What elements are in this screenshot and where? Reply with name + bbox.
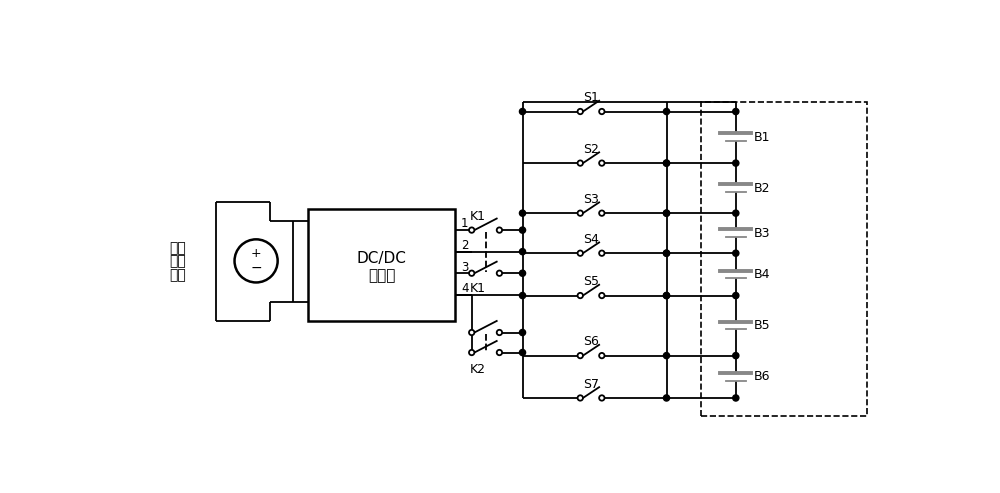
Circle shape xyxy=(733,395,739,401)
Circle shape xyxy=(497,227,502,233)
Circle shape xyxy=(519,210,526,216)
Circle shape xyxy=(497,271,502,276)
Text: 4: 4 xyxy=(461,282,468,295)
Text: S2: S2 xyxy=(583,143,599,156)
Circle shape xyxy=(663,160,670,166)
Circle shape xyxy=(599,395,605,401)
Text: B6: B6 xyxy=(754,370,770,383)
Circle shape xyxy=(599,250,605,256)
Circle shape xyxy=(519,292,526,299)
Text: +: + xyxy=(251,247,261,260)
Text: DC/DC: DC/DC xyxy=(357,251,407,267)
Circle shape xyxy=(599,160,605,166)
Circle shape xyxy=(733,108,739,114)
Circle shape xyxy=(663,250,670,256)
Circle shape xyxy=(599,293,605,298)
Text: 电源: 电源 xyxy=(169,269,186,282)
Text: S3: S3 xyxy=(583,193,599,206)
Text: B2: B2 xyxy=(754,181,770,195)
Circle shape xyxy=(497,350,502,355)
Circle shape xyxy=(663,160,670,166)
Circle shape xyxy=(469,227,474,233)
Text: 3: 3 xyxy=(461,261,468,274)
Circle shape xyxy=(663,108,670,114)
Text: K1: K1 xyxy=(470,210,486,223)
Circle shape xyxy=(578,160,583,166)
Circle shape xyxy=(663,352,670,359)
Circle shape xyxy=(519,329,526,336)
Circle shape xyxy=(578,211,583,216)
Circle shape xyxy=(519,108,526,114)
Text: S6: S6 xyxy=(583,335,599,348)
Text: B1: B1 xyxy=(754,131,770,144)
Circle shape xyxy=(733,250,739,256)
Circle shape xyxy=(733,160,739,166)
Circle shape xyxy=(599,353,605,358)
Circle shape xyxy=(663,250,670,256)
Circle shape xyxy=(578,353,583,358)
Circle shape xyxy=(663,292,670,299)
Circle shape xyxy=(469,271,474,276)
Text: S7: S7 xyxy=(583,378,599,390)
Circle shape xyxy=(599,109,605,114)
Circle shape xyxy=(469,350,474,355)
Circle shape xyxy=(663,210,670,216)
Circle shape xyxy=(519,248,526,255)
Circle shape xyxy=(578,395,583,401)
Circle shape xyxy=(733,210,739,216)
Circle shape xyxy=(497,330,502,335)
Text: K2: K2 xyxy=(470,363,486,376)
Circle shape xyxy=(469,330,474,335)
Text: −: − xyxy=(250,261,262,275)
Circle shape xyxy=(519,270,526,276)
Circle shape xyxy=(235,239,278,282)
Circle shape xyxy=(578,250,583,256)
Circle shape xyxy=(733,292,739,299)
Text: S5: S5 xyxy=(583,275,599,288)
Text: S1: S1 xyxy=(583,91,599,104)
FancyBboxPatch shape xyxy=(308,210,455,321)
Text: 2: 2 xyxy=(461,239,468,252)
Circle shape xyxy=(578,293,583,298)
Text: B5: B5 xyxy=(754,319,770,332)
Text: B3: B3 xyxy=(754,227,770,240)
Circle shape xyxy=(578,109,583,114)
Circle shape xyxy=(663,292,670,299)
Circle shape xyxy=(519,227,526,233)
Text: 直流: 直流 xyxy=(169,255,186,269)
Text: B4: B4 xyxy=(754,268,770,281)
Circle shape xyxy=(599,211,605,216)
Text: 1: 1 xyxy=(461,217,468,230)
Circle shape xyxy=(519,350,526,355)
Text: 外部: 外部 xyxy=(169,241,186,255)
Circle shape xyxy=(663,395,670,401)
Text: K1: K1 xyxy=(470,282,486,295)
Text: S4: S4 xyxy=(583,233,599,246)
Circle shape xyxy=(733,352,739,359)
Circle shape xyxy=(663,210,670,216)
Text: 变换器: 变换器 xyxy=(368,268,395,283)
